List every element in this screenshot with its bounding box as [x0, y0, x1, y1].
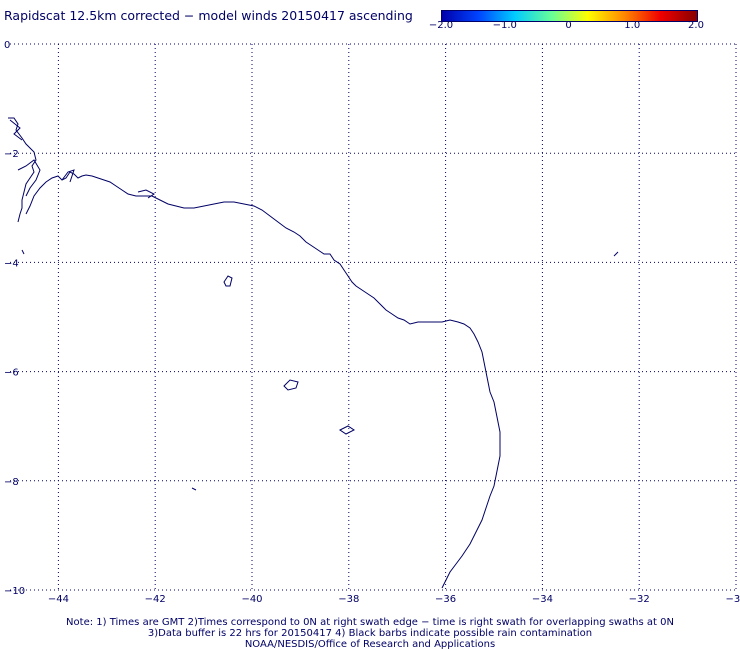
colorbar-tick-label: 0	[565, 20, 572, 31]
x-tick-label: −38	[338, 594, 359, 605]
x-tick-label: −42	[145, 594, 166, 605]
x-tick-label: −40	[241, 594, 262, 605]
y-tick-label: −8	[4, 477, 19, 488]
island-5	[21, 249, 25, 255]
island-3	[339, 425, 355, 435]
y-tick-label: −10	[4, 586, 25, 597]
coastline	[8, 117, 619, 589]
note-line-1: Note: 1) Times are GMT 2)Times correspon…	[66, 617, 674, 628]
x-tick-label: −34	[532, 594, 553, 605]
x-tick-labels: −44 −42 −40 −38 −36 −34 −32 −30	[48, 594, 740, 605]
chart-title: Rapidscat 12.5km corrected − model winds…	[4, 8, 413, 23]
y-tick-label: 0	[4, 40, 10, 51]
colorbar-tick-label: −1.0	[492, 20, 517, 31]
x-tick-label: −30	[725, 594, 740, 605]
island-2	[283, 379, 299, 391]
y-tick-label: −4	[4, 258, 19, 269]
y-tick-label: −2	[4, 149, 19, 160]
note-line-2: 3)Data buffer is 22 hrs for 20150417 4) …	[147, 628, 593, 639]
island-4	[191, 487, 197, 491]
coast-detail-west	[9, 119, 155, 199]
colorbar-tick-label: 1.0	[624, 20, 641, 31]
y-tick-label: −6	[4, 368, 19, 379]
x-tick-label: −44	[48, 594, 69, 605]
colorbar-tick-label: 2.0	[688, 20, 704, 31]
y-tick-labels: 0 −2 −4 −6 −8 −10	[4, 40, 25, 597]
brazil-coastline	[8, 117, 501, 589]
colorbar-tick-label: −2.0	[428, 20, 454, 31]
map-grid	[10, 43, 737, 591]
note-line-3: NOAA/NESDIS/Office of Research and Appli…	[244, 639, 496, 650]
colorbar	[441, 10, 698, 22]
x-tick-label: −32	[629, 594, 650, 605]
x-tick-label: −36	[435, 594, 456, 605]
island-1	[223, 275, 233, 287]
island-6	[613, 251, 619, 257]
